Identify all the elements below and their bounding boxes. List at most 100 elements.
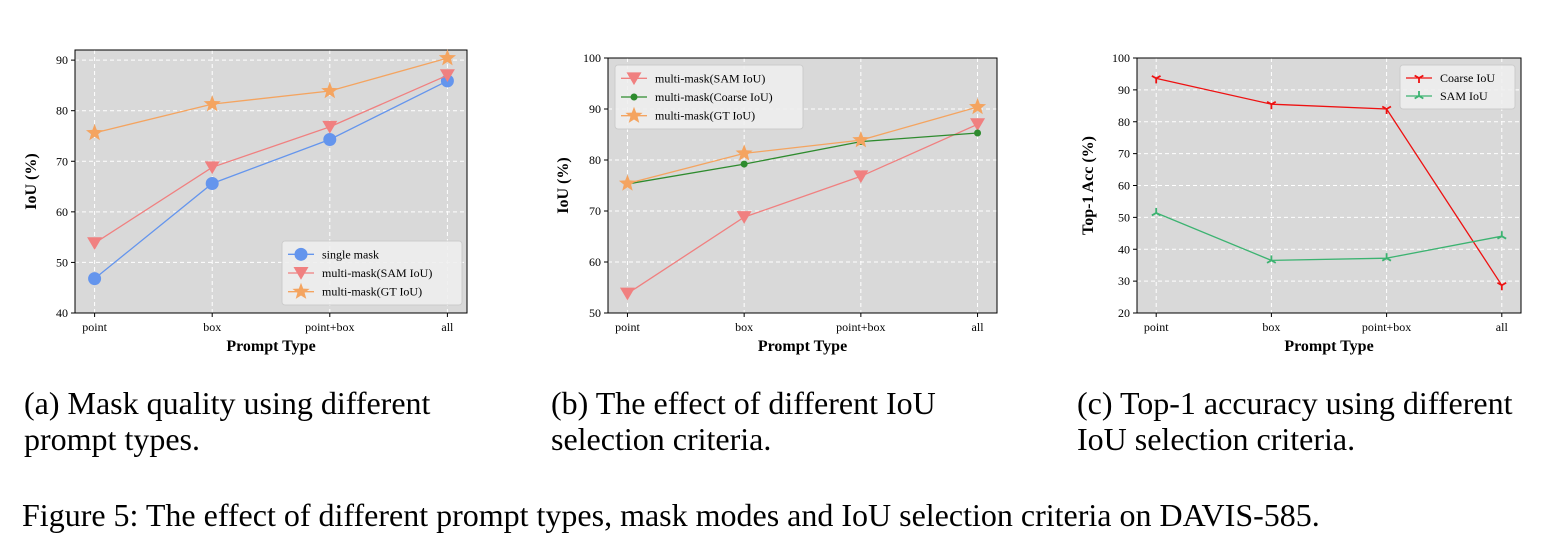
series-2 [618, 98, 987, 191]
legend-box [614, 64, 804, 130]
x-tick-label: point [82, 320, 107, 334]
plot-frame [607, 57, 998, 314]
x-tick-label: all [441, 320, 454, 334]
data-point [740, 160, 748, 168]
legend-box [1399, 64, 1516, 110]
series-line [627, 132, 978, 185]
data-point [1151, 207, 1161, 217]
caption-c: (c) Top-1 accuracy using different IoU s… [1077, 385, 1513, 457]
data-point [204, 161, 220, 175]
series-line [1155, 212, 1502, 262]
legend-label: Coarse IoU [1440, 71, 1495, 85]
figure-caption: Figure 5: The effect of different prompt… [22, 497, 1320, 533]
y-tick-label: 100 [1112, 51, 1130, 65]
data-point [1266, 255, 1277, 264]
data-point [1381, 253, 1392, 262]
legend-label: multi-mask(SAM IoU) [655, 71, 765, 85]
y-tick-label: 60 [56, 205, 68, 219]
chart-c: 20 30 40 50 60 70 80 90 100 point box point+box all P… [1080, 51, 1522, 355]
data-point [321, 82, 339, 99]
y-tick-label: 40 [1118, 242, 1130, 256]
legend-label: single mask [322, 247, 379, 261]
y-tick-label: 50 [56, 255, 68, 269]
x-tick-label: point [615, 320, 640, 334]
legend-marker [630, 93, 638, 101]
data-point [86, 123, 104, 141]
legend: single mask multi-mask(SAM IoU) multi-mask… [281, 240, 463, 306]
y-tick-label: 20 [1118, 306, 1130, 320]
x-tick-label: point+box [1362, 320, 1411, 334]
y-tick-label: 60 [1118, 179, 1130, 193]
y-tick-label: 50 [589, 306, 601, 320]
legend-marker [292, 282, 310, 299]
data-point [439, 69, 455, 83]
data-point [735, 144, 753, 161]
data-point [1497, 281, 1507, 291]
x-tick-label: point+box [836, 320, 885, 334]
x-tick-label: box [1262, 320, 1280, 334]
legend-label: multi-mask(GT IoU) [322, 285, 422, 299]
y-tick-label: 50 [1118, 210, 1130, 224]
series-line [94, 57, 448, 134]
data-point [1151, 75, 1161, 84]
chart-panel-b: 50 60 70 80 90 100 point box point+box all Prompt … [530, 0, 1030, 370]
series-1 [1151, 207, 1507, 264]
grid [1137, 57, 1521, 314]
caption-b: (b) The effect of different IoU selectio… [551, 385, 936, 457]
data-point [852, 131, 870, 148]
legend-label: multi-mask(SAM IoU) [322, 266, 432, 280]
y-tick-label: 70 [56, 154, 68, 168]
legend-marker [1414, 91, 1424, 100]
series-2 [86, 49, 456, 141]
data-point [87, 237, 103, 250]
data-point [205, 177, 219, 191]
series-line [627, 123, 978, 295]
caption-a: (a) Mask quality using different prompt … [24, 385, 431, 457]
data-point [438, 49, 456, 66]
legend: Coarse IoU SAM IoU [1399, 64, 1516, 110]
data-point [618, 174, 636, 191]
data-point [322, 120, 338, 134]
data-point [619, 287, 635, 301]
y-tick-label: 60 [589, 255, 601, 269]
y-tick-label: 90 [56, 53, 68, 67]
legend: multi-mask(SAM IoU) multi-mask(Coarse IoU… [614, 64, 804, 130]
y-axis-label: Top-1 Acc (%) [1080, 136, 1097, 235]
data-point [853, 170, 869, 184]
y-tick-label: 80 [1118, 115, 1130, 129]
plot-frame [74, 49, 468, 314]
data-point [974, 129, 982, 137]
y-tick-label: 70 [589, 204, 601, 218]
y-tick-label: 90 [1118, 83, 1130, 97]
series-line [1156, 77, 1503, 286]
chart-panel-a: 40 50 60 70 80 90 point box point+box all Prompt T… [0, 0, 500, 370]
x-tick-label: box [203, 320, 221, 334]
x-tick-label: box [735, 320, 753, 334]
x-axis-label: Prompt Type [1284, 338, 1373, 355]
data-point [203, 95, 221, 112]
chart-panel-c: 20 30 40 50 60 70 80 90 100 point box point+box all P… [1050, 0, 1548, 370]
y-tick-label: 80 [56, 104, 68, 118]
y-tick-label: 40 [56, 306, 68, 320]
legend-box [281, 240, 463, 306]
y-tick-label: 100 [583, 51, 601, 65]
y-tick-label: 80 [589, 153, 601, 167]
x-tick-label: all [972, 320, 985, 334]
chart-a: 40 50 60 70 80 90 point box point+box all Prompt T… [23, 49, 468, 355]
y-axis-label: IoU (%) [555, 157, 572, 213]
series-line [627, 106, 978, 185]
x-axis-label: Prompt Type [758, 338, 847, 355]
legend-marker [294, 247, 308, 261]
x-tick-label: all [1496, 320, 1509, 334]
y-tick-label: 90 [589, 102, 601, 116]
series-line [94, 74, 448, 244]
y-axis-label: IoU (%) [23, 153, 40, 209]
x-tick-label: point+box [305, 320, 354, 334]
series-line [94, 80, 448, 280]
data-point [736, 211, 752, 224]
data-point [323, 133, 337, 147]
data-point [969, 98, 987, 115]
x-axis-label: Prompt Type [226, 338, 315, 355]
legend-marker [626, 72, 642, 86]
legend-label: multi-mask(GT IoU) [655, 109, 755, 123]
